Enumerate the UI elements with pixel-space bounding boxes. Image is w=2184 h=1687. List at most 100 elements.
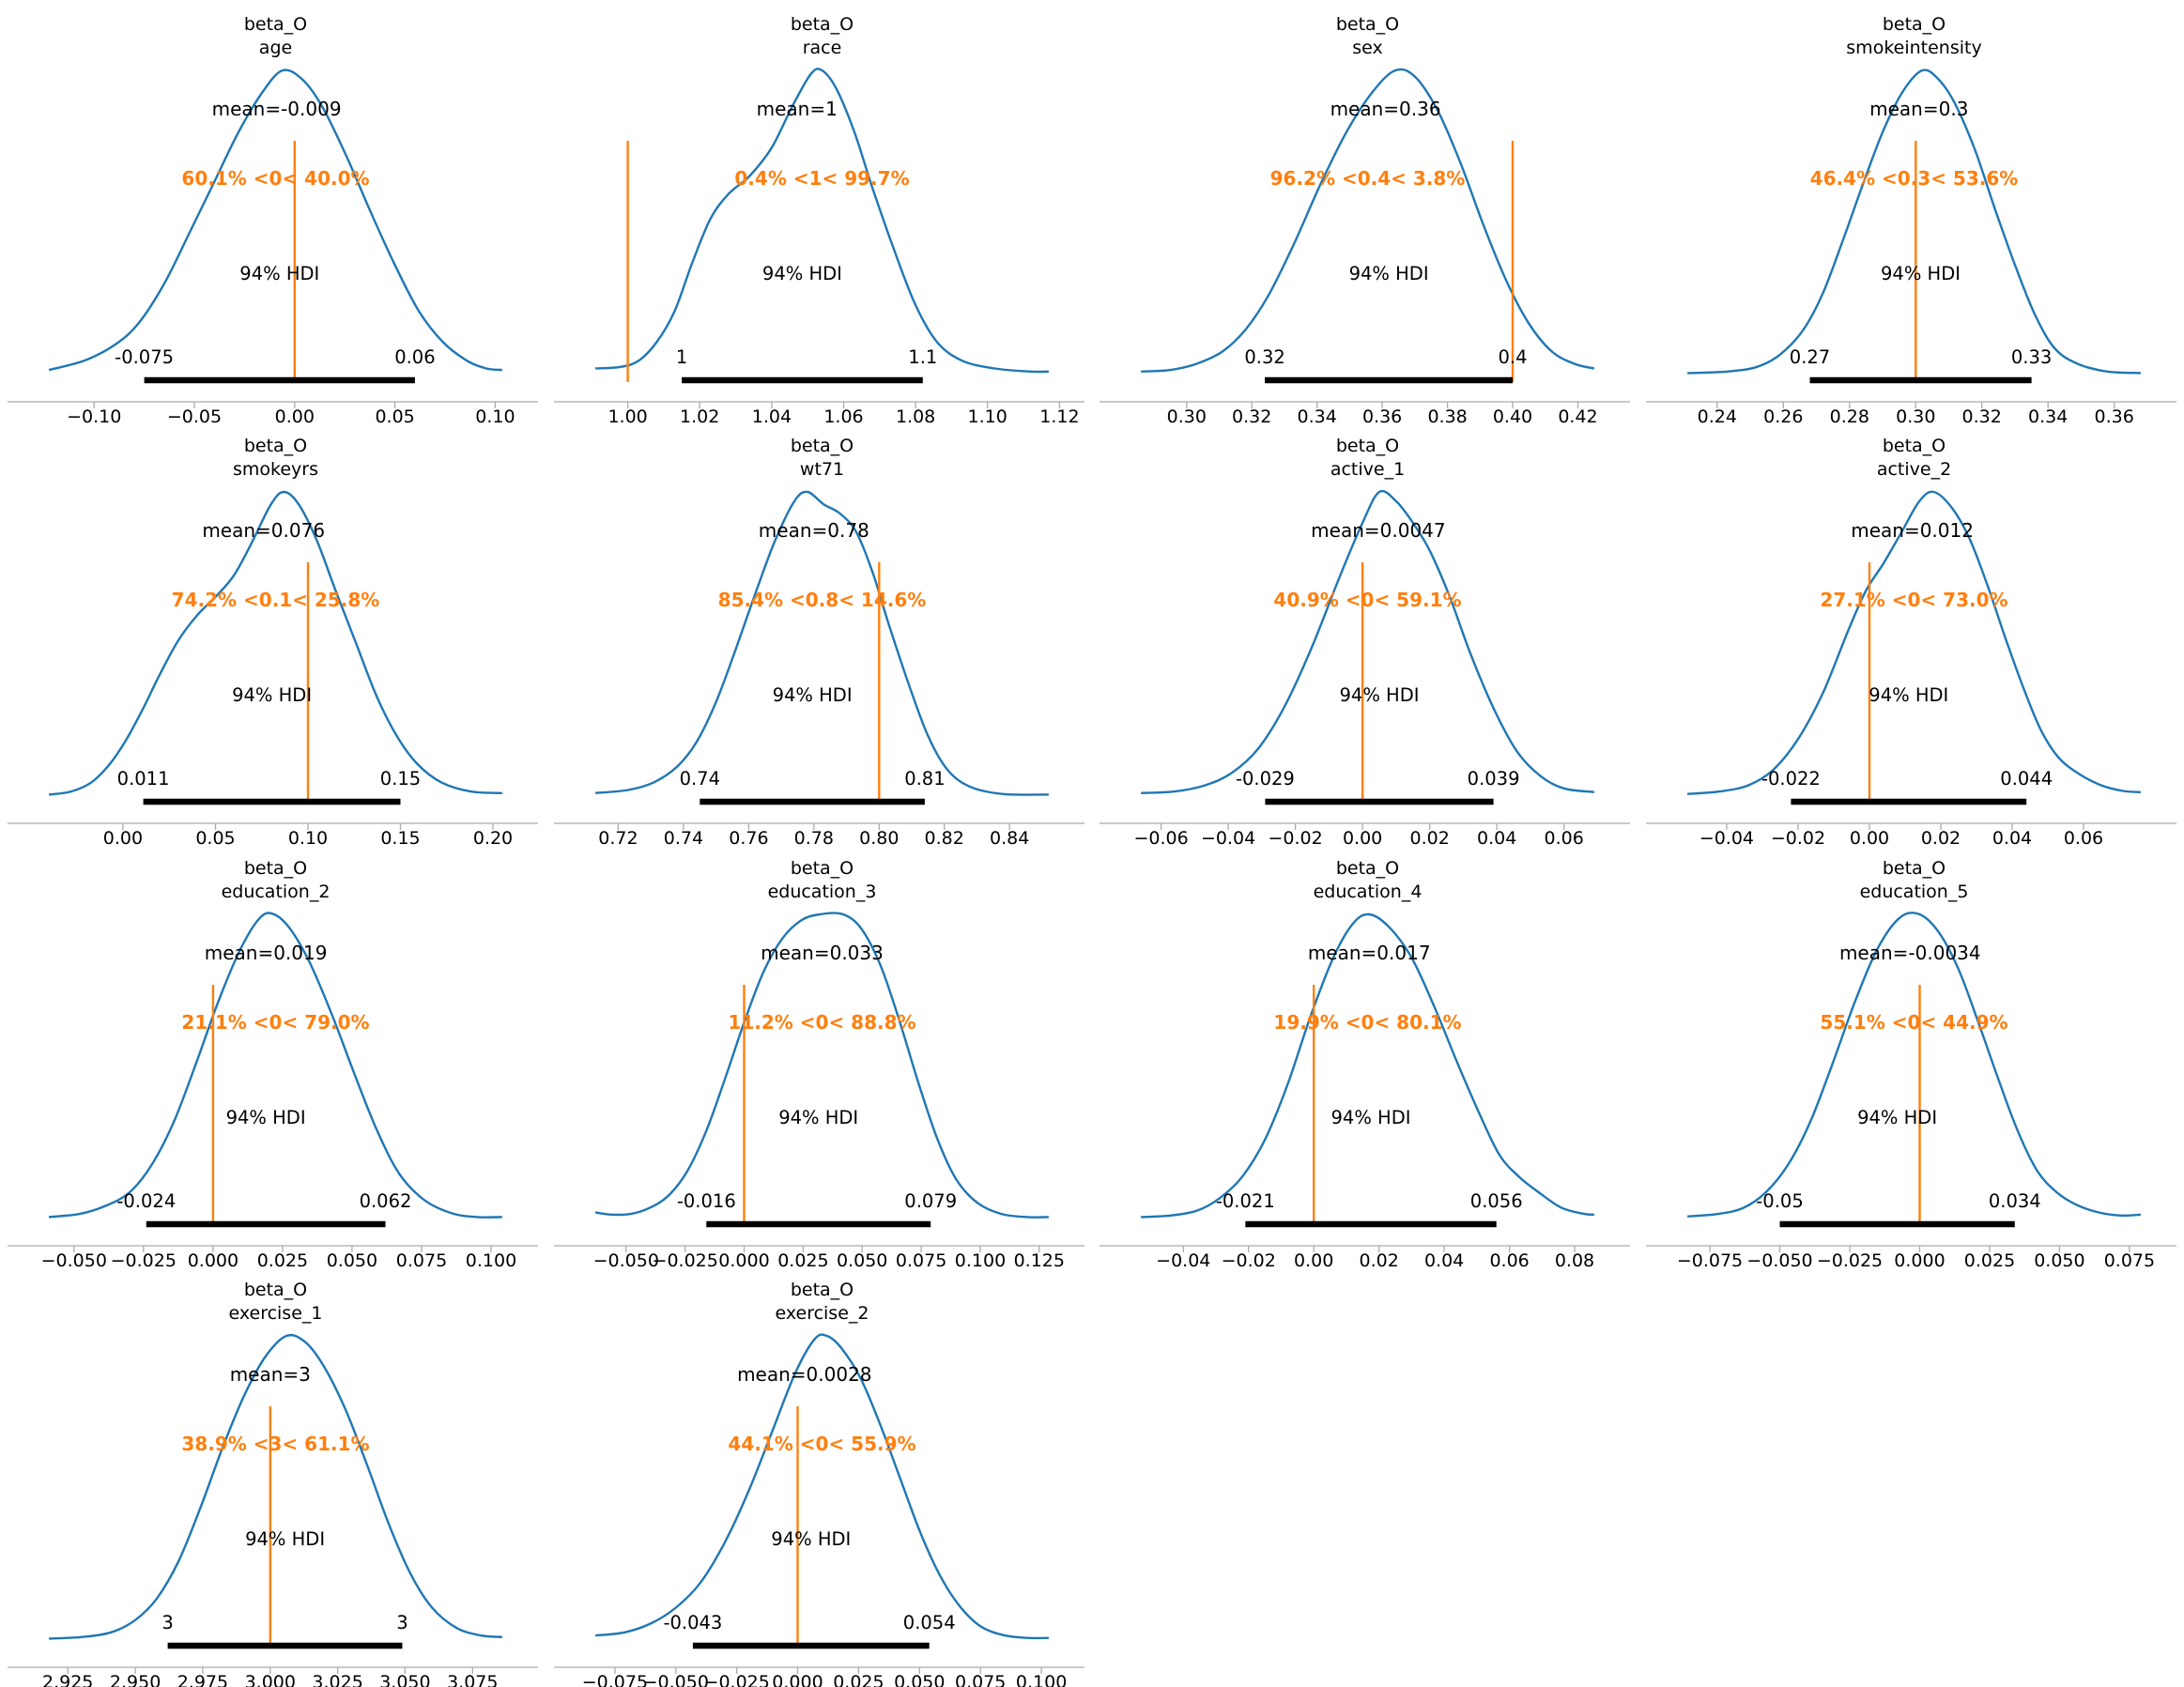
posterior-plot: 0.00 0.05 0.10 0.15 0.20 beta_O smokeyrs mea… bbox=[8, 436, 538, 849]
x-axis-tick-labels: 2.925 2.950 2.975 3.000 3.025 3.050 3.075 bbox=[42, 1672, 499, 1687]
ref-probability-label: 11.2% <0< 88.8% bbox=[728, 1011, 915, 1034]
x-axis-tick-label: 0.15 bbox=[380, 828, 420, 849]
x-axis-tick-label: 2.975 bbox=[177, 1672, 228, 1687]
x-axis-tick-label: 1.12 bbox=[1039, 406, 1079, 427]
x-axis-tick-label: 0.72 bbox=[598, 828, 638, 849]
panel-title-prefix: beta_O bbox=[1882, 14, 1945, 35]
hdi-label: 94% HDI bbox=[761, 263, 841, 284]
x-axis-tick-label: 0.10 bbox=[288, 828, 328, 849]
panel-title-varname: exercise_1 bbox=[228, 1303, 322, 1324]
x-axis-tick-label: 0.075 bbox=[954, 1672, 1005, 1687]
x-axis-tick-label: −0.04 bbox=[1156, 1250, 1210, 1271]
x-axis-tick-label: −0.075 bbox=[1676, 1250, 1742, 1271]
hdi-lower-label: -0.016 bbox=[676, 1190, 735, 1212]
ref-probability-label: 46.4% <0.3< 53.6% bbox=[1809, 167, 2018, 190]
posterior-plot: 2.925 2.950 2.975 3.000 3.025 3.050 3.075 beta… bbox=[8, 1280, 538, 1687]
x-axis-tick-label: 0.24 bbox=[1697, 406, 1736, 427]
hdi-lower-label: 1 bbox=[675, 346, 686, 368]
x-axis-ticks bbox=[122, 823, 494, 831]
panel-title-varname: active_2 bbox=[1876, 459, 1950, 480]
hdi-lower-label: -0.022 bbox=[1761, 768, 1820, 790]
x-axis-tick-label: −0.10 bbox=[67, 406, 121, 427]
density-curve bbox=[594, 490, 1049, 796]
x-axis-tick-label: 0.050 bbox=[2034, 1250, 2084, 1271]
x-axis-tick-label: 2.950 bbox=[110, 1672, 161, 1687]
x-axis-tick-labels: 0.72 0.74 0.76 0.78 0.80 0.82 0.84 bbox=[598, 828, 1029, 849]
x-axis-tick-label: 3.075 bbox=[447, 1672, 498, 1687]
x-axis-tick-label: −0.075 bbox=[581, 1672, 647, 1687]
mean-label: mean=-0.009 bbox=[212, 98, 342, 120]
x-axis-tick-label: −0.04 bbox=[1699, 828, 1753, 849]
panel-title-prefix: beta_O bbox=[790, 436, 853, 456]
x-axis-tick-label: 0.04 bbox=[1424, 1250, 1464, 1271]
x-axis-tick-label: 0.075 bbox=[396, 1250, 447, 1271]
density-curve bbox=[49, 1333, 502, 1640]
x-axis-tick-label: −0.02 bbox=[1222, 1250, 1276, 1271]
density-curve bbox=[594, 1333, 1049, 1639]
mean-label: mean=0.3 bbox=[1869, 98, 1968, 120]
ref-probability-label: 96.2% <0.4< 3.8% bbox=[1270, 167, 1466, 190]
hdi-upper-label: 0.33 bbox=[2010, 346, 2051, 368]
posterior-plot: −0.075−0.050−0.025 0.000 0.025 0.050 0.075 0.… bbox=[553, 1280, 1084, 1687]
hdi-lower-label: 0.32 bbox=[1244, 346, 1284, 368]
panel-title-varname: smokeyrs bbox=[233, 459, 318, 480]
x-axis-ticks bbox=[1725, 823, 2084, 831]
hdi-lower-label: -0.075 bbox=[115, 346, 174, 368]
x-axis-tick-label: 0.00 bbox=[1343, 828, 1382, 849]
x-axis-tick-label: 0.30 bbox=[1167, 406, 1207, 427]
panel-title-varname: wt71 bbox=[799, 459, 843, 480]
panel-title-prefix: beta_O bbox=[1882, 858, 1945, 879]
x-axis-tick-labels: 0.24 0.26 0.28 0.30 0.32 0.34 0.36 bbox=[1697, 406, 2133, 427]
hdi-upper-label: 3 bbox=[396, 1612, 408, 1633]
x-axis-tick-label: 0.000 bbox=[1894, 1250, 1945, 1271]
hdi-label: 94% HDI bbox=[1881, 263, 1961, 284]
panel-title-prefix: beta_O bbox=[244, 14, 307, 35]
x-axis-ticks bbox=[93, 402, 497, 408]
x-axis-tick-label: 0.00 bbox=[1294, 1250, 1333, 1271]
density-curve bbox=[48, 69, 502, 372]
density-curve bbox=[1141, 913, 1594, 1219]
density-curve bbox=[48, 911, 502, 1219]
x-axis-tick-label: 0.100 bbox=[466, 1250, 516, 1271]
hdi-lower-label: 0.74 bbox=[679, 768, 719, 790]
x-axis-tick-label: 0.05 bbox=[375, 406, 414, 427]
ref-probability-label: 0.4% <1< 99.7% bbox=[734, 167, 909, 190]
x-axis-tick-labels: −0.04 −0.02 0.00 0.02 0.04 0.06 0.08 bbox=[1156, 1250, 1594, 1271]
x-axis-tick-label: 0.025 bbox=[1963, 1250, 2014, 1271]
x-axis-tick-label: 0.26 bbox=[1763, 406, 1803, 427]
density-curve bbox=[1686, 490, 2141, 796]
posterior-panel: −0.04 −0.02 0.00 0.02 0.04 0.06 0.08 beta_O ed… bbox=[1092, 844, 1638, 1271]
posterior-plot: −0.075 −0.050 −0.025 0.000 0.025 0.050 0.075 b… bbox=[1645, 858, 2176, 1271]
ref-probability-label: 21.1% <0< 79.0% bbox=[181, 1011, 369, 1034]
x-axis-tick-label: 1.02 bbox=[680, 406, 719, 427]
hdi-label: 94% HDI bbox=[772, 684, 852, 706]
ref-probability-label: 85.4% <0.8< 14.6% bbox=[717, 589, 926, 611]
panel-title-prefix: beta_O bbox=[1336, 436, 1399, 456]
hdi-label: 94% HDI bbox=[1869, 684, 1948, 706]
x-axis-tick-label: 1.00 bbox=[608, 406, 647, 427]
hdi-label: 94% HDI bbox=[226, 1107, 306, 1128]
x-axis-tick-label: 0.06 bbox=[1545, 828, 1584, 849]
posterior-panel: −0.04 −0.02 0.00 0.02 0.04 0.06 beta_O active… bbox=[1638, 422, 2184, 849]
panel-title-prefix: beta_O bbox=[244, 436, 307, 456]
posterior-panel: −0.050 −0.025 0.000 0.025 0.050 0.075 0.100 0.1… bbox=[546, 844, 1092, 1271]
x-axis-tick-labels: −0.06 −0.04 −0.02 0.00 0.02 0.04 0.06 bbox=[1133, 828, 1583, 849]
x-axis-tick-label: 0.050 bbox=[836, 1250, 886, 1271]
x-axis-tick-label: 0.000 bbox=[188, 1250, 238, 1271]
posterior-plot: −0.06 −0.04 −0.02 0.00 0.02 0.04 0.06 beta_O a… bbox=[1100, 436, 1630, 849]
x-axis-tick-label: 0.38 bbox=[1427, 406, 1467, 427]
x-axis-tick-label: 0.05 bbox=[195, 828, 235, 849]
x-axis-ticks bbox=[613, 1666, 1042, 1674]
x-axis-tick-label: 0.20 bbox=[473, 828, 513, 849]
mean-label: mean=3 bbox=[230, 1363, 311, 1386]
ref-probability-label: 55.1% <0< 44.9% bbox=[1820, 1011, 2007, 1034]
x-axis-tick-label: 3.050 bbox=[379, 1672, 430, 1687]
x-axis-tick-label: 0.04 bbox=[1992, 828, 2031, 849]
hdi-lower-label: -0.05 bbox=[1756, 1190, 1803, 1212]
x-axis-tick-labels: 0.00 0.05 0.10 0.15 0.20 bbox=[103, 828, 513, 849]
panel-title-prefix: beta_O bbox=[244, 1280, 307, 1300]
panel-title-varname: sex bbox=[1352, 38, 1383, 58]
hdi-label: 94% HDI bbox=[1340, 684, 1420, 706]
hdi-upper-label: 0.044 bbox=[2000, 768, 2053, 790]
x-axis-tick-label: 2.925 bbox=[42, 1672, 93, 1687]
